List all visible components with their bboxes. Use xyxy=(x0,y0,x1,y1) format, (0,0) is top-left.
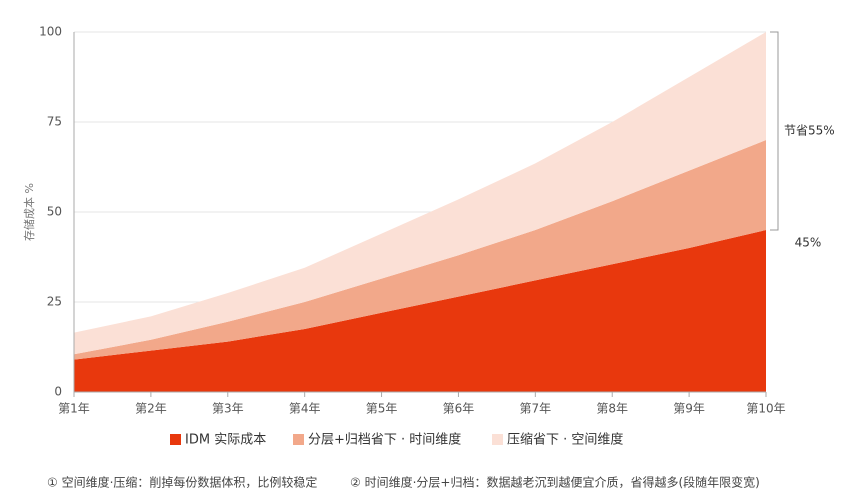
x-tick-label: 第6年 xyxy=(443,402,475,416)
legend-swatch xyxy=(170,434,181,445)
footnote: ② 时间维度·分层+归档：数据越老沉到越便宜介质，省得越多(段随年限变宽) xyxy=(350,475,760,490)
x-tick-label: 第3年 xyxy=(212,402,244,416)
legend-label: 压缩省下 · 空间维度 xyxy=(507,432,623,448)
footnote: ① 空间维度·压缩：削掉每份数据体积，比例较稳定 xyxy=(47,475,317,490)
y-tick-label: 50 xyxy=(47,205,62,219)
x-tick-label: 第8年 xyxy=(596,402,628,416)
annotation: 45% xyxy=(795,236,822,250)
area xyxy=(74,32,766,355)
y-tick-label: 75 xyxy=(47,115,62,129)
x-tick-label: 第1年 xyxy=(58,402,90,416)
area xyxy=(74,140,766,360)
y-axis-label: 存储成本 % xyxy=(22,183,36,241)
x-tick-label: 第10年 xyxy=(746,402,785,416)
area xyxy=(74,230,766,392)
x-tick-label: 第7年 xyxy=(520,402,552,416)
legend-label: 分层+归档省下 · 时间维度 xyxy=(308,432,461,448)
annotation: 节省55% xyxy=(784,124,835,138)
y-tick-label: 25 xyxy=(47,295,62,309)
legend-label: IDM 实际成本 xyxy=(185,433,266,448)
legend-swatch xyxy=(293,434,304,445)
bracket xyxy=(770,31,779,231)
x-tick-label: 第4年 xyxy=(289,402,321,416)
x-tick-label: 第5年 xyxy=(366,402,398,416)
x-tick-label: 第2年 xyxy=(135,402,167,416)
legend-swatch xyxy=(492,434,503,445)
y-tick-label: 0 xyxy=(54,385,62,399)
x-tick-label: 第9年 xyxy=(673,402,705,416)
y-tick-label: 100 xyxy=(39,25,62,39)
legend: IDM 实际成本 分层+归档省下 · 时间维度 压缩省下 · 空间维度 xyxy=(170,432,623,448)
